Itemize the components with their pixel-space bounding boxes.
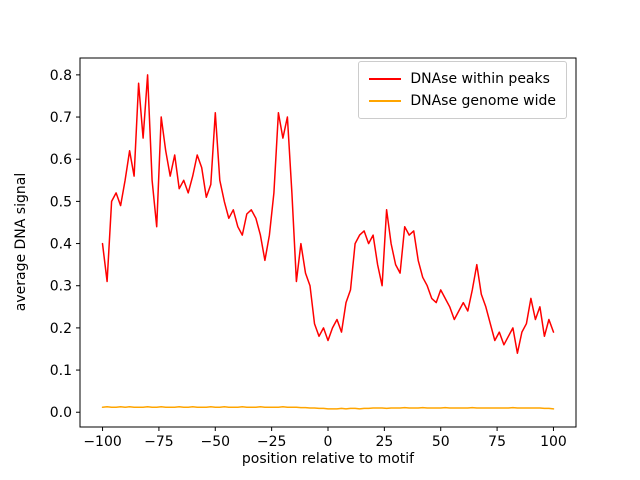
y-axis-label: average DNA signal	[13, 172, 29, 312]
y-tick-label: 0.8	[50, 68, 72, 84]
x-tick-label: 25	[375, 434, 393, 450]
y-tick-label: 0.6	[50, 152, 72, 168]
x-tick-label: −75	[144, 434, 174, 450]
y-tick-label: 0.1	[50, 363, 72, 379]
x-tick-label: −50	[200, 434, 230, 450]
x-tick-label: −25	[257, 434, 287, 450]
y-tick-label: 0.5	[50, 194, 72, 210]
x-tick-label: 0	[324, 434, 333, 450]
legend-label-peaks: DNAse within peaks	[410, 71, 550, 87]
y-tick-label: 0.4	[50, 237, 72, 253]
y-tick-label: 0.0	[50, 405, 72, 421]
series-line-1	[101, 406, 555, 410]
legend-entry-peaks: DNAse within peaks	[369, 68, 556, 90]
x-tick-label: −100	[83, 434, 121, 450]
legend-line-red	[369, 78, 402, 80]
x-tick-label: 75	[488, 434, 506, 450]
y-tick-label: 0.7	[50, 110, 72, 126]
y-tick-label: 0.2	[50, 321, 72, 337]
legend: DNAse within peaks DNAse genome wide	[358, 61, 567, 119]
x-axis-label: position relative to motif	[241, 451, 415, 467]
y-tick-label: 0.3	[50, 279, 72, 295]
legend-line-orange	[369, 100, 402, 102]
series-line-0	[101, 74, 555, 354]
legend-label-genome: DNAse genome wide	[410, 93, 556, 109]
x-tick-label: 50	[432, 434, 450, 450]
x-tick-label: 100	[540, 434, 567, 450]
legend-entry-genome: DNAse genome wide	[369, 90, 556, 112]
